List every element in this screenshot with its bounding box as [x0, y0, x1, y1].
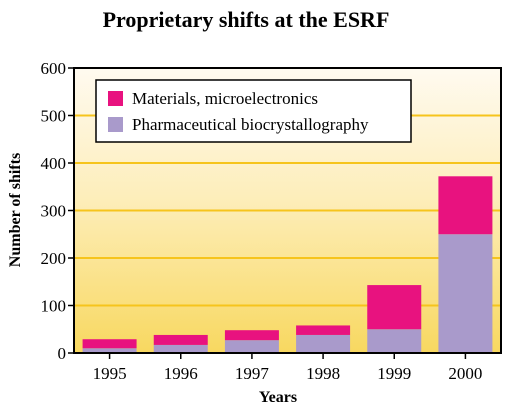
- x-tick-label: 1997: [235, 364, 270, 383]
- y-tick-label: 100: [41, 297, 67, 316]
- x-tick-label: 2000: [448, 364, 482, 383]
- bars: [82, 176, 493, 353]
- y-tick-label: 200: [41, 249, 67, 268]
- bar-pharmaceutical-1997: [224, 340, 279, 353]
- x-axis: 1995 1996 1997 1998 1999 2000: [93, 353, 482, 383]
- bar-materials-1996: [153, 334, 208, 345]
- legend-swatch: [108, 91, 123, 106]
- x-axis-label: Years: [259, 389, 297, 406]
- x-tick-label: 1996: [164, 364, 198, 383]
- y-axis-label: Number of shifts: [7, 153, 24, 267]
- chart-title: Proprietary shifts at the ESRF: [103, 7, 390, 32]
- x-tick-label: 1995: [93, 364, 127, 383]
- legend-label: Materials, microelectronics: [132, 89, 318, 108]
- legend: Materials, microelectronics Pharmaceutica…: [95, 79, 412, 143]
- gridlines: [74, 114, 501, 307]
- bar-materials-1997: [224, 330, 279, 341]
- y-tick-label: 500: [41, 107, 67, 126]
- bar-pharmaceutical-1998: [296, 334, 351, 353]
- legend-swatch: [108, 117, 123, 132]
- legend-label: Pharmaceutical biocrystallography: [132, 115, 369, 134]
- y-axis: 0 100 200 300 400 500 600: [41, 59, 74, 363]
- bar-pharmaceutical-2000: [438, 234, 493, 353]
- y-tick-label: 0: [58, 344, 67, 363]
- legend-box: [95, 79, 412, 143]
- x-tick-label: 1999: [377, 364, 411, 383]
- y-tick-label: 600: [41, 59, 67, 78]
- bar-materials-1998: [296, 325, 351, 335]
- bar-materials-2000: [438, 176, 493, 235]
- bar-pharmaceutical-1999: [367, 329, 422, 353]
- y-tick-label: 300: [41, 202, 67, 221]
- bar-materials-1999: [367, 285, 422, 330]
- legend-items: Materials, microelectronics Pharmaceutica…: [108, 89, 369, 134]
- bar-pharmaceutical-1996: [153, 344, 208, 353]
- bar-materials-1995: [82, 339, 137, 349]
- x-tick-label: 1998: [306, 364, 340, 383]
- bar-pharmaceutical-1995: [82, 348, 137, 353]
- y-tick-label: 400: [41, 154, 67, 173]
